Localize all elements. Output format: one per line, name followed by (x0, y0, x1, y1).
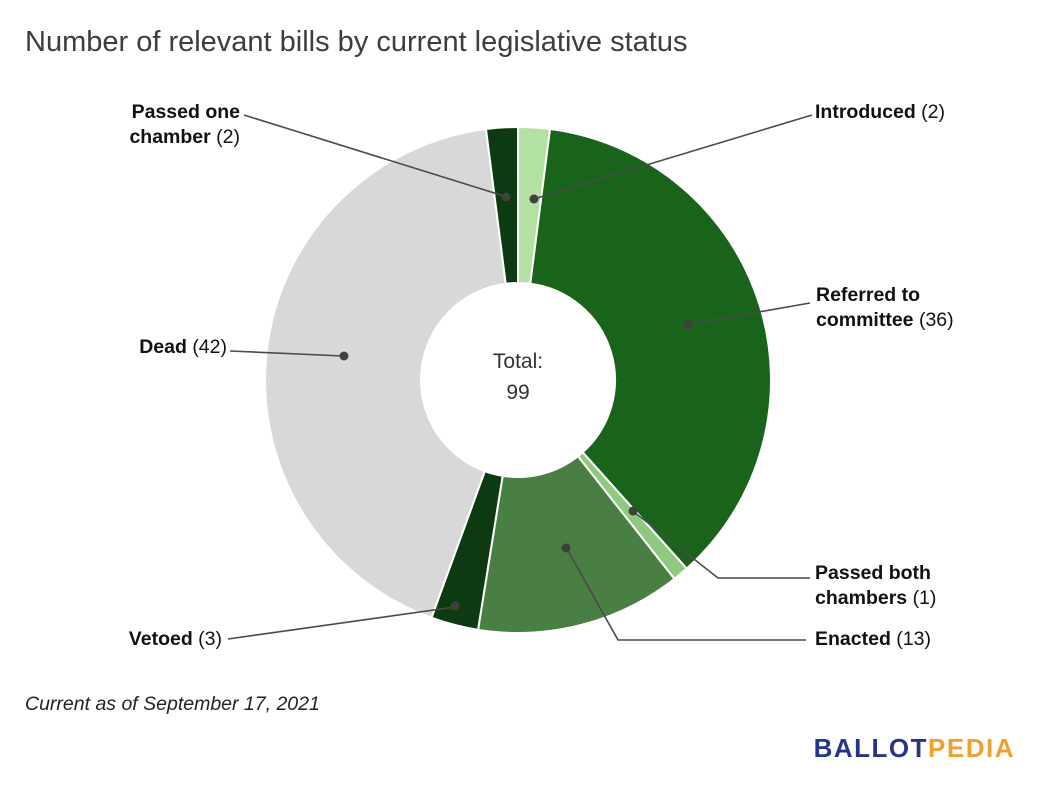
callout-count: (2) (921, 101, 946, 123)
dot-passed-both-chambers (628, 506, 638, 516)
callout-vetoed: Vetoed (3) (129, 627, 222, 652)
callout-name: Passed one chamber (129, 101, 240, 148)
logo-pedia: PEDIA (928, 733, 1015, 763)
ballotpedia-logo: BALLOTPEDIA (814, 733, 1015, 764)
callout-name: Passed both chambers (815, 562, 931, 609)
page-title: Number of relevant bills by current legi… (25, 26, 688, 58)
dot-vetoed (450, 601, 460, 611)
callout-introduced: Introduced (2) (815, 100, 945, 125)
callout-name: Enacted (815, 628, 891, 650)
callout-count: (13) (896, 628, 931, 650)
callout-count: (2) (216, 126, 240, 148)
dot-introduced (529, 194, 539, 204)
callout-passed-both-chambers: Passed both chambers (1) (815, 561, 983, 611)
leader-line-passed-both-chambers (633, 511, 810, 579)
leader-line-enacted (566, 548, 806, 641)
leader-line-dead (229, 350, 344, 357)
leader-line-passed-one-chamber (243, 114, 505, 197)
callout-count: (3) (198, 628, 222, 650)
dot-passed-one-chamber (501, 192, 511, 202)
callout-name: Vetoed (128, 628, 193, 650)
logo-ballot: BALLOT (813, 733, 929, 763)
slice-enacted (476, 454, 676, 634)
donut-center-label: Total: (492, 350, 544, 373)
callout-dead: Dead (42) (139, 335, 227, 360)
leader-lines (227, 114, 813, 641)
callout-name: Introduced (815, 101, 916, 123)
leader-dots (339, 192, 693, 611)
leader-line-introduced (536, 114, 813, 199)
leader-line-vetoed (227, 606, 456, 640)
donut-slices (264, 125, 772, 634)
callout-passed-one-chamber: Passed one chamber (2) (82, 100, 240, 150)
callout-count: (42) (192, 336, 227, 358)
footnote: Current as of September 17, 2021 (25, 693, 320, 715)
donut-center-value: 99 (506, 381, 530, 404)
dot-referred-to-committee (683, 320, 693, 330)
callout-count: (1) (912, 587, 937, 609)
callout-enacted: Enacted (13) (815, 627, 931, 652)
dot-enacted (561, 543, 571, 553)
dot-dead (339, 351, 349, 361)
leader-line-referred-to-committee (689, 302, 811, 325)
donut-center-text: Total: 99 (418, 346, 618, 408)
callout-referred-to-committee: Referred to committee (36) (816, 283, 994, 333)
callout-name: Referred to committee (816, 284, 921, 331)
slice-dead (264, 127, 507, 620)
slice-passed-one-chamber (484, 125, 519, 285)
slice-referred-to-committee (529, 127, 772, 570)
callout-count: (36) (918, 309, 954, 331)
callout-name: Dead (139, 336, 187, 358)
